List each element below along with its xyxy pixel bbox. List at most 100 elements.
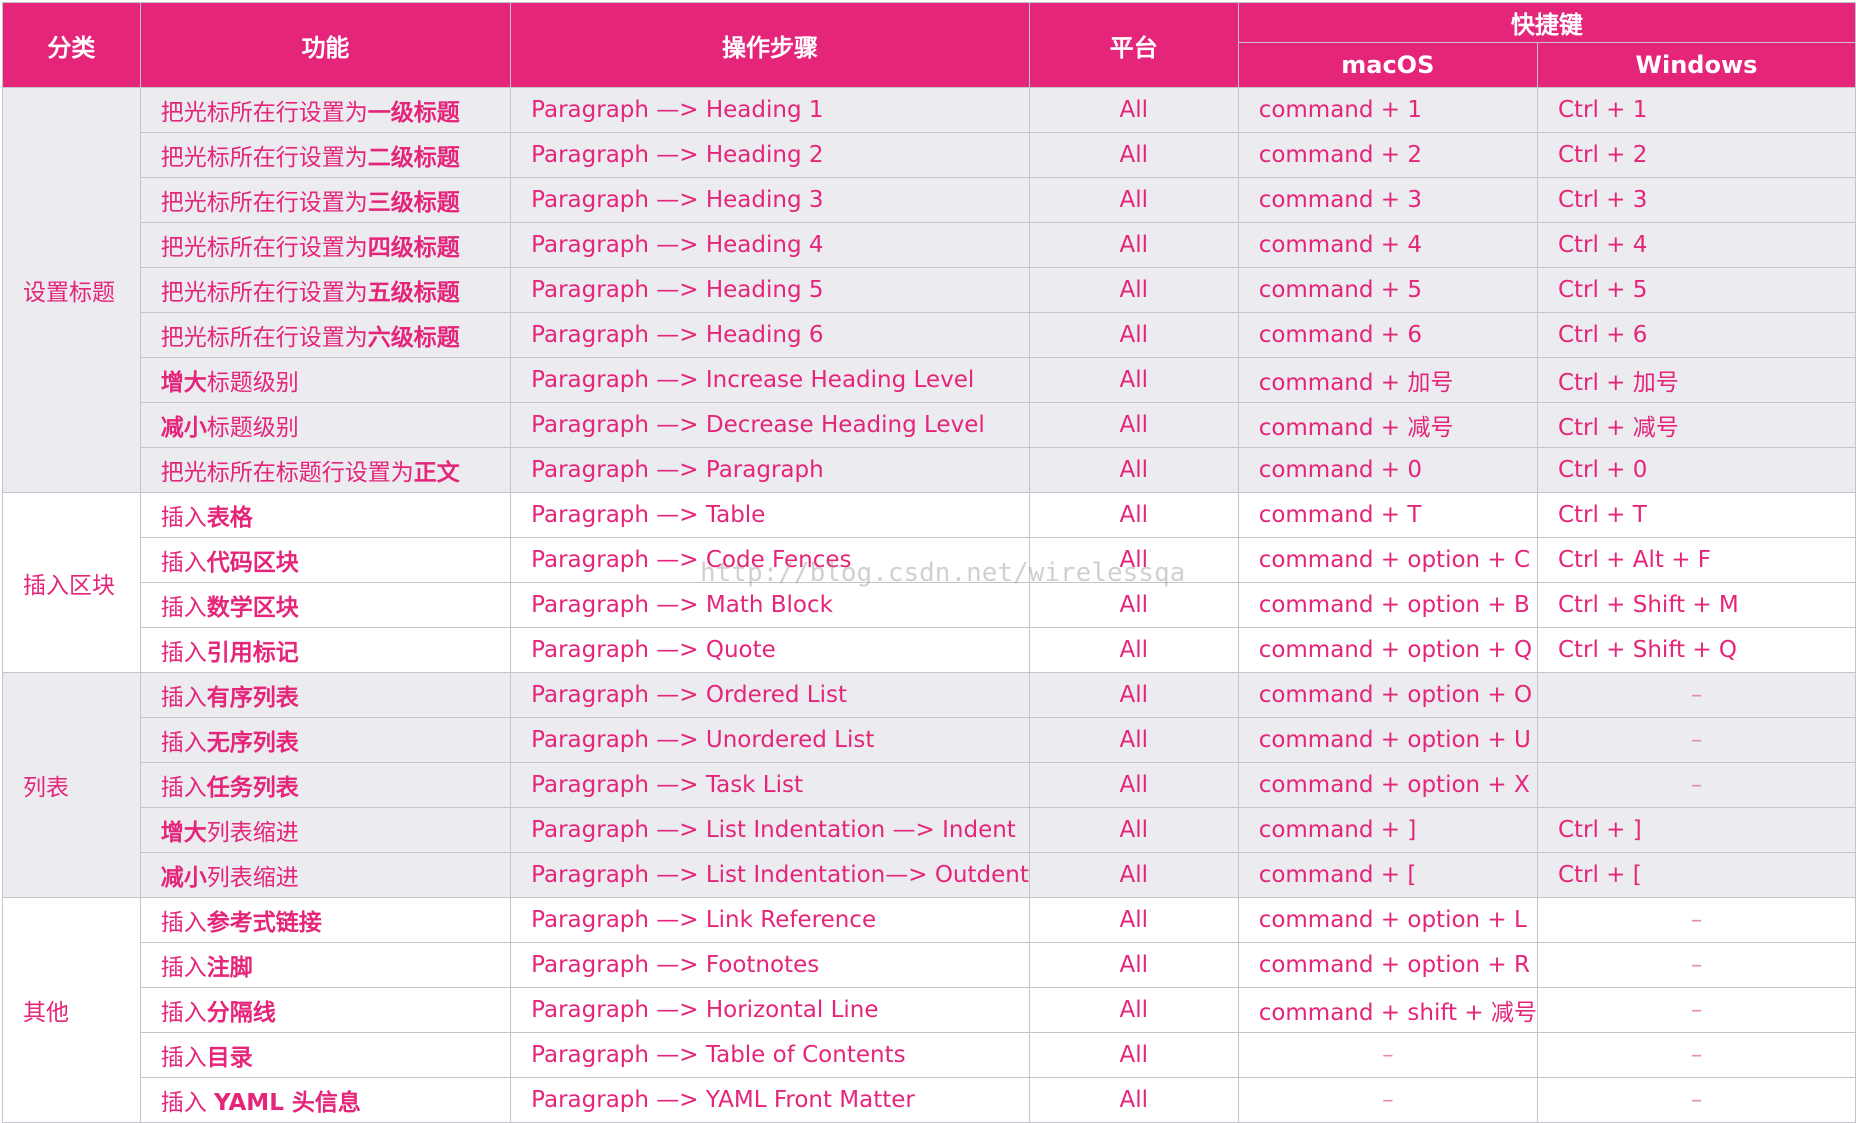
platform-cell: All [1028,807,1239,853]
platform-cell: All [1028,897,1239,943]
function-text-pre: 插入 [160,685,207,711]
table-row: 增大标题级别 Paragraph —> Increase Heading Leve… [3,357,1856,403]
table-row: 增大列表缩进 Paragraph —> List Indentation —> I… [3,807,1856,853]
function-cell: 插入参考式链接 [139,897,512,943]
platform-cell: All [1028,267,1239,313]
function-cell: 插入代码区块 [139,537,512,583]
macos-shortcut-cell: command + option + B [1237,582,1538,628]
windows-shortcut-cell: Ctrl + 2 [1536,132,1856,178]
platform-cell: All [1028,537,1239,583]
windows-shortcut-cell: Ctrl + 加号 [1536,357,1856,403]
steps-cell: Paragraph —> Decrease Heading Level [510,402,1030,448]
windows-shortcut-cell: – [1536,1032,1856,1078]
header-platform: 平台 [1028,2,1239,88]
header-steps: 操作步骤 [510,2,1030,88]
steps-cell: Paragraph —> Increase Heading Level [510,357,1030,403]
windows-shortcut-cell: Ctrl + 0 [1536,447,1856,493]
function-cell: 插入数学区块 [139,582,512,628]
table-row: 把光标所在行设置为五级标题 Paragraph —> Heading 5 All co… [3,267,1856,313]
windows-shortcut-cell: Ctrl + [ [1536,852,1856,898]
platform-cell: All [1028,672,1239,718]
windows-shortcut-cell: Ctrl + Alt + F [1536,537,1856,583]
windows-shortcut-cell: – [1536,1077,1856,1123]
function-text-pre: 把光标所在行设置为 [160,235,368,261]
platform-cell: All [1028,1032,1239,1078]
function-text-pre: 插入 [160,550,207,576]
table-row: 插入 YAML 头信息 Paragraph —> YAML Front Matte… [3,1077,1856,1123]
table-row: 插入无序列表 Paragraph —> Unordered List All comm… [3,717,1856,763]
function-cell: 把光标所在行设置为四级标题 [139,222,512,268]
table-row: 插入任务列表 Paragraph —> Task List All command +… [3,762,1856,808]
steps-cell: Paragraph —> Quote [510,627,1030,673]
function-text-bold: 参考式链接 [206,910,322,936]
table-row: 减小标题级别 Paragraph —> Decrease Heading Leve… [3,402,1856,448]
category-cell: 其他 [2,897,141,1123]
steps-cell: Paragraph —> YAML Front Matter [510,1077,1030,1123]
function-text-bold: 分隔线 [206,1000,276,1026]
steps-cell: Paragraph —> Horizontal Line [510,987,1030,1033]
function-text-pre: 插入 [160,595,207,621]
steps-cell: Paragraph —> Task List [510,762,1030,808]
header-windows: Windows [1536,42,1856,88]
function-text-bold: 五级标题 [367,280,460,306]
windows-shortcut-cell: Ctrl + 6 [1536,312,1856,358]
function-cell: 增大标题级别 [139,357,512,403]
function-text-bold: 有序列表 [206,685,299,711]
function-text-bold: 六级标题 [367,325,460,351]
function-text-pre: 把光标所在行设置为 [160,100,368,126]
function-text-pre: 插入 [160,775,207,801]
function-cell: 把光标所在行设置为二级标题 [139,132,512,178]
function-text-pre: 把光标所在标题行设置为 [160,460,414,486]
function-text-post: 列表缩进 [206,820,299,846]
category-cell: 列表 [2,672,141,898]
function-text-bold: 正文 [413,460,460,486]
function-cell: 把光标所在行设置为五级标题 [139,267,512,313]
macos-shortcut-cell: command + option + X [1237,762,1538,808]
platform-cell: All [1028,987,1239,1033]
platform-cell: All [1028,762,1239,808]
platform-cell: All [1028,312,1239,358]
function-text-pre: 把光标所在行设置为 [160,280,368,306]
macos-shortcut-cell: command + 加号 [1237,357,1538,403]
macos-shortcut-cell: command + option + O [1237,672,1538,718]
macos-shortcut-cell: command + 6 [1237,312,1538,358]
windows-shortcut-cell: – [1536,942,1856,988]
function-text-bold: 任务列表 [206,775,299,801]
header-category: 分类 [2,2,141,88]
function-text-bold: 目录 [206,1045,253,1071]
steps-cell: Paragraph —> Heading 4 [510,222,1030,268]
function-text-bold: 二级标题 [367,145,460,171]
steps-cell: Paragraph —> Table of Contents [510,1032,1030,1078]
macos-shortcut-cell: command + 3 [1237,177,1538,223]
function-cell: 插入引用标记 [139,627,512,673]
function-text-bold: 引用标记 [206,640,299,666]
table-row: 把光标所在标题行设置为正文 Paragraph —> Paragraph All co… [3,447,1856,493]
steps-cell: Paragraph —> List Indentation—> Outdent [510,852,1030,898]
platform-cell: All [1028,852,1239,898]
function-text-bold: 增大 [160,820,207,846]
function-text-bold: 注脚 [206,955,253,981]
header-macos: macOS [1237,42,1538,88]
function-text-bold: 表格 [206,505,253,531]
steps-cell: Paragraph —> List Indentation —> Indent [510,807,1030,853]
function-text-post: 标题级别 [206,370,299,396]
function-cell: 插入分隔线 [139,987,512,1033]
function-cell: 插入目录 [139,1032,512,1078]
function-cell: 把光标所在行设置为六级标题 [139,312,512,358]
platform-cell: All [1028,177,1239,223]
function-text-pre: 把光标所在行设置为 [160,145,368,171]
table-row: 插入区块 插入表格 Paragraph —> Table All command + T… [2,492,1856,673]
function-cell: 插入注脚 [139,942,512,988]
function-text-post: 标题级别 [206,415,299,441]
function-text-pre: 把光标所在行设置为 [160,325,368,351]
function-text-bold: 一级标题 [367,100,460,126]
platform-cell: All [1028,582,1239,628]
windows-shortcut-cell: – [1536,762,1856,808]
table-row: 插入引用标记 Paragraph —> Quote All command + opt… [3,627,1856,673]
table-row: 把光标所在行设置为二级标题 Paragraph —> Heading 2 All co… [3,132,1856,178]
function-text-pre: 插入 [160,1090,215,1116]
macos-shortcut-cell: – [1237,1032,1538,1078]
table-row: 插入分隔线 Paragraph —> Horizontal Line All comm… [3,987,1856,1033]
windows-shortcut-cell: – [1536,717,1856,763]
